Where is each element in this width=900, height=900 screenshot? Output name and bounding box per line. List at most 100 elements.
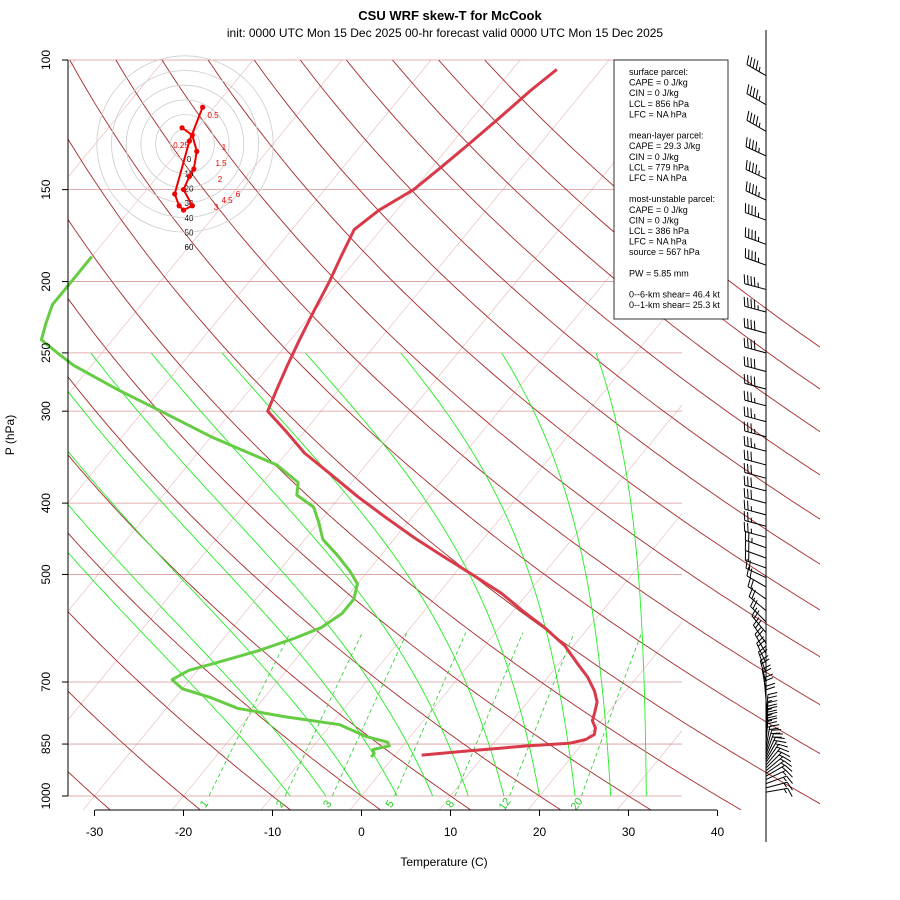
dry-adiabat	[68, 297, 652, 810]
hodograph-point	[189, 132, 195, 138]
y-tick-label: 1000	[39, 782, 53, 809]
info-line: LFC = NA hPa	[629, 237, 687, 247]
wind-barb	[746, 110, 767, 132]
chart-title: CSU WRF skew-T for McCook	[358, 8, 542, 23]
skew-isotherm	[68, 60, 432, 504]
y-tick-label: 200	[39, 271, 53, 291]
dry-adiabat	[392, 60, 820, 433]
dry-adiabat	[68, 376, 562, 810]
wind-barb	[743, 463, 767, 479]
info-line: surface parcel:	[629, 67, 688, 77]
hodograph-height-label: 0.25	[173, 141, 189, 150]
skew-isotherm	[68, 60, 343, 395]
mixing-ratio-label: 3	[321, 798, 334, 810]
dry-adiabat	[161, 60, 820, 658]
skew-isotherm	[68, 60, 254, 287]
mixing-ratio-line	[208, 632, 291, 797]
dry-adiabat	[68, 690, 202, 810]
info-line: LFC = NA hPa	[629, 109, 687, 119]
mixing-ratio-line	[454, 632, 524, 797]
wind-barb	[765, 691, 778, 717]
wind-barb	[744, 248, 767, 266]
moist-adiabat	[400, 352, 576, 797]
hodograph-point	[200, 104, 206, 110]
skew-isotherm	[68, 60, 610, 721]
x-tick-label: 0	[358, 825, 365, 839]
dry-adiabat	[299, 60, 820, 520]
y-tick-label: 150	[39, 179, 53, 199]
moist-adiabat	[68, 503, 327, 797]
hodograph-height-label: 6	[236, 190, 241, 199]
wind-barb	[747, 577, 767, 600]
wind-barb	[746, 84, 767, 106]
wind-barb	[749, 597, 767, 623]
mixing-ratio-label: 1	[198, 798, 211, 810]
wind-barb	[743, 511, 767, 527]
sounding-traces	[39, 68, 599, 758]
wind-barb	[758, 645, 768, 673]
wind-barb	[765, 764, 793, 777]
wind-barbs	[743, 30, 793, 842]
hodograph-height-label: 2	[218, 175, 223, 184]
wind-barb	[743, 317, 767, 334]
info-line: CAPE = 29.3 J/kg	[629, 141, 700, 151]
dry-adiabat	[68, 611, 292, 810]
wind-barb	[744, 227, 767, 245]
info-line: 0--1-km shear= 25.3 kt	[629, 300, 720, 310]
skew-isotherm	[705, 60, 900, 812]
wind-barb	[743, 373, 767, 390]
wind-barb	[765, 769, 793, 781]
mixing-ratio-line	[581, 632, 643, 797]
y-tick-label: 700	[39, 672, 53, 692]
hodograph-ring	[155, 114, 215, 174]
dry-adiabat	[115, 60, 820, 706]
wind-barb	[765, 787, 793, 797]
mixing-ratio-label: 2	[274, 798, 287, 810]
x-tick-label: 20	[533, 825, 547, 839]
info-box-frame	[613, 59, 729, 320]
hodograph-ring-label: 50	[185, 229, 194, 238]
chart-subtitle: init: 0000 UTC Mon 15 Dec 2025 00-hr for…	[227, 26, 664, 40]
dry-adiabat	[438, 60, 820, 390]
wind-barb	[765, 781, 793, 791]
mixing-ratio-line	[394, 632, 467, 797]
moist-adiabat	[221, 352, 505, 797]
x-tick-label: 40	[711, 825, 725, 839]
moist-adiabat	[304, 352, 540, 797]
hodograph-height-label: 4.5	[221, 196, 233, 205]
hodograph-point	[180, 207, 187, 213]
hodograph-trace	[173, 106, 204, 212]
mixing-ratio-label: 20	[569, 796, 586, 813]
wind-barb	[743, 421, 767, 438]
dry-adiabat	[69, 60, 820, 755]
x-tick-label: 30	[622, 825, 636, 839]
wind-barb	[745, 137, 767, 157]
wind-barb	[743, 274, 767, 290]
y-tick-label: 850	[39, 734, 53, 754]
info-line: mean-layer parcel:	[629, 131, 704, 141]
wind-barb	[744, 203, 767, 221]
info-line: LFC = NA hPa	[629, 173, 687, 183]
skew-isotherm	[527, 621, 682, 810]
hodograph-height-label: 3	[214, 203, 219, 212]
wind-barb	[765, 775, 793, 785]
skew-isotherm	[171, 187, 682, 810]
info-line: CAPE = 0 J/kg	[629, 205, 688, 215]
hodograph-point	[186, 138, 193, 144]
hodograph-ring-label: 0	[187, 155, 192, 164]
hodograph-ring	[96, 55, 274, 233]
info-line: 0--6-km shear= 46.4 kt	[629, 290, 720, 300]
wind-barb	[744, 541, 767, 559]
skew-isotherm	[349, 404, 682, 810]
mixing-ratio-label: 8	[444, 798, 457, 810]
hodograph-point	[172, 191, 178, 197]
info-line: LCL = 856 hPa	[629, 99, 689, 109]
skewed-isotherms	[68, 60, 900, 812]
skew-isotherm	[68, 60, 165, 178]
mixing-ratio-line	[509, 632, 575, 797]
wind-barb	[743, 521, 767, 538]
hodograph-point	[180, 186, 187, 193]
dry-adiabats	[68, 60, 820, 810]
